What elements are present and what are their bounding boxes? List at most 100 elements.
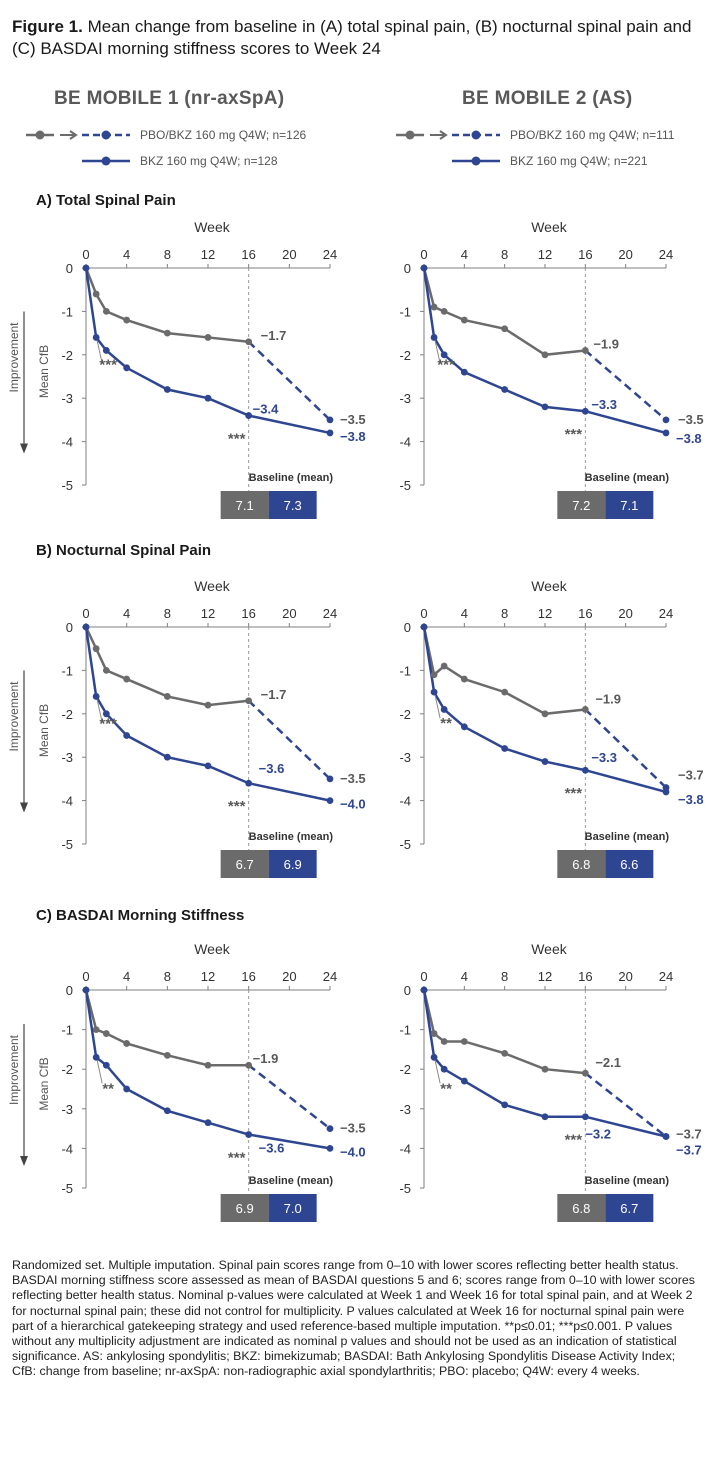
data-label: −3.5: [678, 412, 704, 427]
bkz-data-point: [123, 1085, 131, 1093]
data-label: −4.0: [340, 1144, 366, 1159]
data-label: −3.2: [585, 1127, 611, 1142]
x-tick-label: 8: [164, 606, 171, 621]
pbo-week24-data-point: [662, 416, 670, 424]
y-tick-label: 0: [404, 983, 411, 998]
bkz-data-point: [204, 762, 212, 770]
data-label: −3.7: [676, 1127, 702, 1142]
data-label: −3.5: [340, 1121, 366, 1136]
legend-bkz-label-1: BKZ 160 mg Q4W; n=128: [140, 154, 278, 168]
x-tick-label: 8: [164, 969, 171, 984]
data-label: −3.6: [259, 1141, 285, 1156]
panel-title-c: C) BASDAI Morning Stiffness: [36, 907, 245, 924]
y-tick-label: -4: [399, 1141, 411, 1156]
data-label: −1.7: [261, 328, 287, 343]
bkz-data-point: [501, 386, 509, 393]
x-axis-label: Week: [531, 219, 568, 235]
bkz-data-point: [430, 688, 438, 696]
y-tick-label: -4: [399, 794, 411, 809]
bkz-data-point: [662, 429, 670, 437]
significance-week1: **: [102, 1080, 114, 1097]
bkz-data-point: [501, 1101, 509, 1109]
significance-week1: ***: [437, 356, 455, 373]
x-axis-label: Week: [194, 941, 231, 957]
x-tick-label: 24: [659, 969, 673, 984]
y-tick-label: 0: [404, 620, 411, 635]
down-arrow-icon: [20, 802, 28, 813]
pbo-data-point: [581, 347, 589, 354]
pbo-data-point: [460, 675, 468, 683]
panel-title-b: B) Nocturnal Spinal Pain: [36, 542, 212, 559]
pbo-data-point: [460, 1038, 468, 1045]
y-axis-label: Mean CfB: [37, 1057, 51, 1110]
improvement-label: Improvement: [7, 322, 21, 393]
x-axis-label: Week: [531, 941, 568, 957]
significance-week1: ***: [99, 356, 117, 373]
pbo-data-point: [245, 1061, 253, 1069]
pbo-data-point: [92, 645, 100, 653]
x-tick-label: 4: [123, 606, 130, 621]
y-tick-label: -5: [399, 478, 411, 493]
pbo-data-point: [440, 662, 448, 670]
y-tick-label: -5: [399, 837, 411, 852]
significance-week1: ***: [99, 715, 117, 732]
improvement-label: Improvement: [7, 1034, 21, 1105]
pbo-data-point: [92, 1026, 100, 1033]
x-tick-label: 20: [282, 969, 296, 984]
x-tick-label: 4: [123, 247, 130, 262]
x-tick-label: 12: [201, 606, 215, 621]
study-title-be-mobile-1: BE MOBILE 1 (nr-axSpA): [54, 88, 285, 109]
legend-pbo-label-1: PBO/BKZ 160 mg Q4W; n=126: [140, 128, 307, 142]
bkz-series-line: [84, 267, 331, 435]
legend-bkz-marker: [471, 156, 481, 166]
chart-panel-4: 0 4 8 12 16 20 24 Week 0 -1 -2 -3 -4 -5 −1.9 −3.3 −3.7 −3…: [399, 578, 704, 878]
y-tick-label: -4: [61, 1141, 73, 1156]
down-arrow-icon: [20, 1156, 28, 1166]
y-axis-label: Mean CfB: [37, 704, 51, 757]
y-tick-label: -2: [61, 707, 73, 722]
baseline-bkz-box: [605, 1194, 654, 1222]
y-tick-label: -1: [399, 1023, 411, 1038]
legend-pbo-marker: [35, 130, 45, 140]
bkz-data-point: [245, 1131, 253, 1138]
bkz-data-point: [420, 623, 428, 631]
pbo-data-point: [245, 338, 253, 346]
x-tick-label: 24: [323, 606, 337, 621]
data-label: −1.9: [253, 1051, 279, 1066]
bkz-data-point: [430, 1053, 438, 1061]
bkz-data-point: [581, 407, 589, 415]
bkz-data-point: [92, 693, 100, 700]
baseline-pbo-box: [557, 491, 606, 519]
baseline-pbo-value: 7.2: [572, 498, 590, 513]
data-label: −3.8: [340, 429, 366, 444]
pbo-data-point: [123, 675, 131, 683]
bkz-data-point: [326, 429, 334, 437]
bkz-data-point: [460, 1077, 468, 1085]
baseline-bkz-value: 6.6: [620, 857, 638, 872]
bkz-data-point: [102, 710, 110, 718]
x-tick-label: 8: [164, 247, 171, 262]
pbo-data-point: [204, 1061, 212, 1069]
data-label: −3.5: [340, 412, 366, 427]
bkz-data-point: [163, 1107, 171, 1115]
legend-bkz-label-2: BKZ 160 mg Q4W; n=221: [510, 154, 648, 168]
y-tick-label: -1: [399, 663, 411, 678]
x-tick-label: 20: [618, 969, 632, 984]
baseline-bkz-value: 6.7: [620, 1201, 638, 1216]
bkz-data-point: [92, 334, 100, 341]
baseline-pbo-box: [557, 1194, 606, 1222]
significance-week1: **: [440, 1080, 452, 1097]
baseline-pbo-value: 7.1: [236, 498, 254, 513]
x-tick-label: 4: [461, 247, 468, 262]
baseline-label: Baseline (mean): [585, 1175, 670, 1187]
baseline-pbo-value: 6.9: [236, 1201, 254, 1216]
x-tick-label: 0: [82, 606, 89, 621]
legend-be-mobile-1: [26, 130, 130, 166]
significance-week16: ***: [228, 1150, 246, 1167]
pbo-week24-data-point: [326, 1125, 334, 1132]
bkz-data-point: [440, 1065, 448, 1073]
baseline-pbo-box: [220, 491, 269, 519]
x-tick-label: 0: [82, 969, 89, 984]
x-tick-label: 24: [323, 969, 337, 984]
baseline-bkz-box: [605, 850, 654, 878]
